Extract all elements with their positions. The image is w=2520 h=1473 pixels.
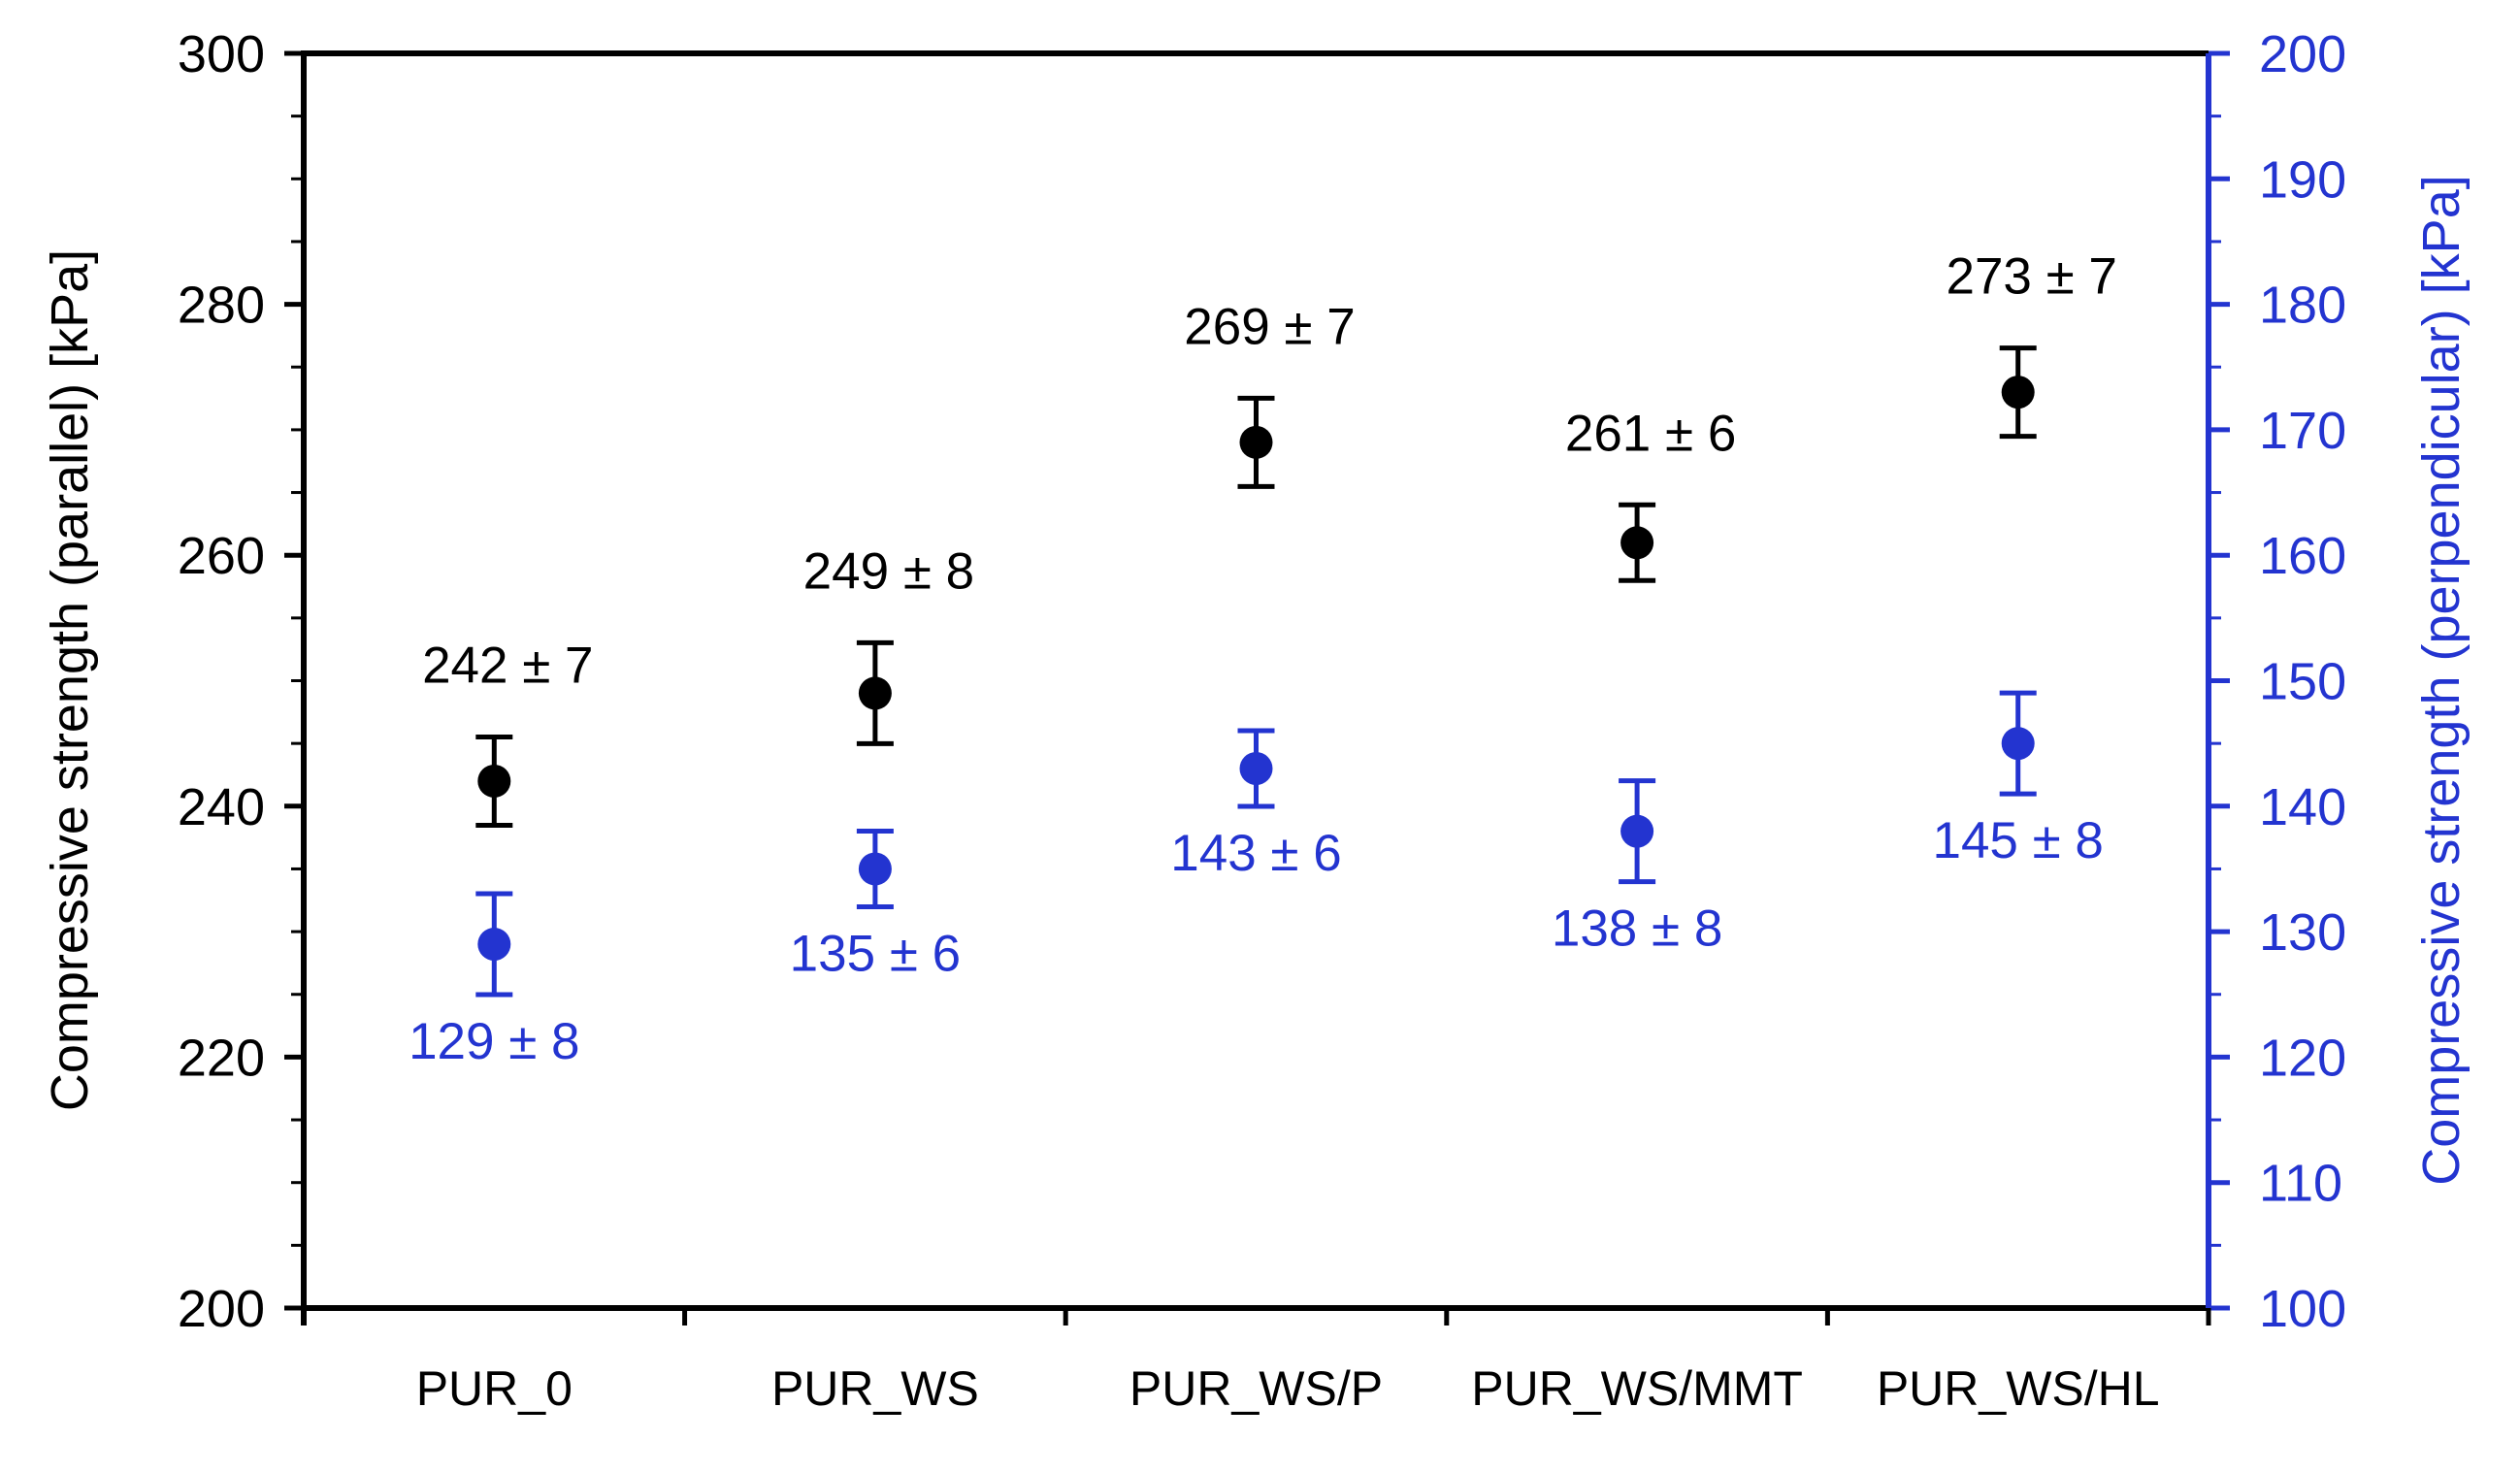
left-axis-title: Compressive strength (parallel) [kPa] [41, 248, 99, 1112]
data-point-marker [1620, 814, 1654, 848]
right-axis-tick-label: 200 [2259, 25, 2346, 83]
right-axis-tick-label: 110 [2259, 1155, 2342, 1213]
left-axis-tick-label: 300 [178, 25, 265, 83]
data-point-marker [858, 676, 892, 710]
right-axis-tick-label: 100 [2259, 1280, 2346, 1338]
data-label: 261 ± 6 [1565, 405, 1736, 462]
data-label: 273 ± 7 [1946, 248, 2116, 306]
left-axis-tick-label: 200 [178, 1280, 265, 1338]
category-label: PUR_WS/P [1129, 1361, 1383, 1416]
right-axis-tick-label: 190 [2259, 150, 2346, 209]
left-axis-tick-label: 280 [178, 277, 265, 335]
data-label: 269 ± 7 [1184, 298, 1355, 355]
data-point-marker [1239, 425, 1273, 459]
data-point-marker [1620, 526, 1654, 560]
right-axis-tick-label: 140 [2259, 778, 2346, 836]
right-axis-tick-label: 120 [2259, 1029, 2346, 1087]
right-axis-tick-label: 130 [2259, 903, 2346, 962]
left-axis-tick-label: 240 [178, 778, 265, 836]
data-point-marker [477, 764, 511, 798]
category-label: PUR_0 [416, 1361, 573, 1416]
right-axis-tick-label: 180 [2259, 277, 2346, 335]
left-axis-tick-label: 260 [178, 527, 265, 585]
data-point-marker [2001, 727, 2035, 761]
left-axis-tick-label: 220 [178, 1029, 265, 1087]
data-label: 143 ± 6 [1170, 825, 1341, 882]
data-label: 249 ± 8 [803, 542, 974, 600]
data-label: 135 ± 6 [790, 925, 961, 982]
data-point-marker [477, 928, 511, 962]
data-label: 145 ± 8 [1932, 812, 2103, 869]
category-label: PUR_WS/MMT [1471, 1361, 1803, 1416]
data-label: 242 ± 7 [422, 637, 593, 694]
right-axis-title: Compressive strength (perpendicular) [kP… [2412, 175, 2471, 1186]
category-label: PUR_WS [771, 1361, 979, 1416]
category-label: PUR_WS/HL [1877, 1361, 2160, 1416]
data-point-marker [2001, 376, 2035, 409]
data-point-marker [1239, 752, 1273, 786]
data-label: 129 ± 8 [409, 1013, 579, 1070]
data-point-marker [858, 852, 892, 886]
right-axis-tick-label: 150 [2259, 653, 2346, 711]
right-axis-tick-label: 160 [2259, 527, 2346, 585]
data-label: 138 ± 8 [1552, 900, 1722, 958]
right-axis-tick-label: 170 [2259, 402, 2346, 460]
